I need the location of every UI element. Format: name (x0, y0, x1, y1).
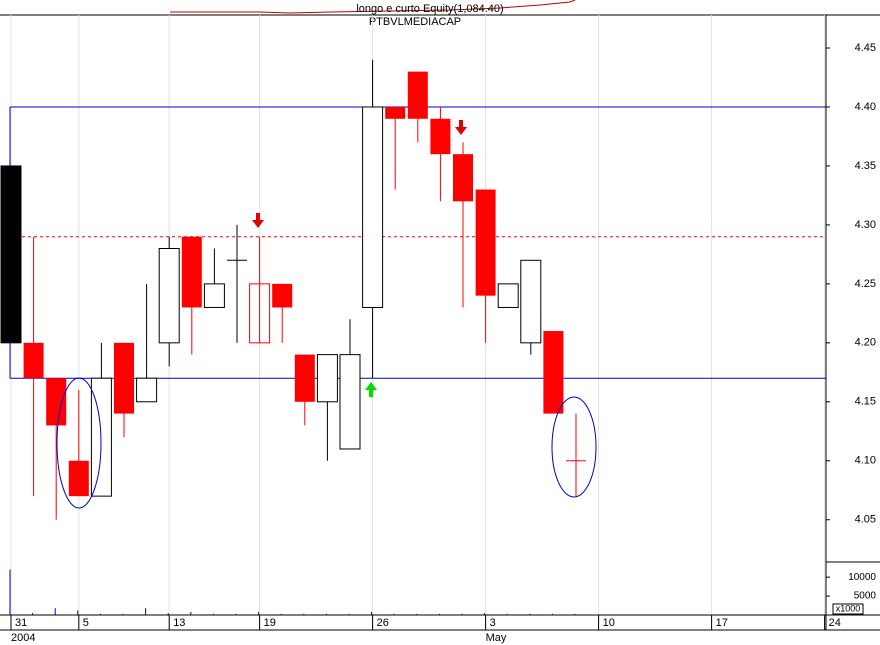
candle-body (543, 331, 564, 414)
y-tick-label: 4.20 (855, 337, 876, 349)
y-tick-label: 4.40 (855, 101, 876, 113)
candle-body (407, 71, 428, 119)
candle-body (114, 342, 134, 414)
candle-body (203, 283, 225, 308)
candle-body (181, 236, 202, 308)
y-tick-label: 4.10 (855, 455, 876, 467)
candle-body (249, 283, 271, 344)
candle-body (362, 106, 384, 308)
y-tick-label: 4.35 (855, 160, 876, 172)
x-tick-label: 10 (603, 617, 615, 629)
y-tick-label: 4.25 (855, 278, 876, 290)
candle-body (339, 354, 361, 450)
y-tick-label: 4.05 (855, 514, 876, 526)
candle-body (136, 377, 158, 403)
x-tick-label: 13 (173, 617, 185, 629)
candle-body (46, 378, 67, 426)
marks (0, 59, 826, 615)
y-tick-label: 4.30 (855, 219, 876, 231)
candle-body (520, 259, 542, 344)
candle-body (385, 106, 406, 119)
candle-body (475, 189, 496, 296)
volume-tick-label: 10000 (848, 572, 876, 583)
chart-title: PTBVLMEDIACAP (369, 16, 461, 28)
x-tick-label: 24 (829, 617, 841, 629)
y-tick-label: 4.45 (855, 42, 876, 54)
volume-unit-label: x1000 (836, 603, 861, 613)
sell-arrow (252, 213, 264, 228)
candle-body (453, 154, 473, 202)
x-tick-label: 17 (716, 617, 728, 629)
candle-body (23, 342, 44, 379)
candle-body (497, 283, 519, 308)
volume-tick-label: 5000 (854, 591, 877, 602)
grid: 4.05 4.10 4.15 4.20 4.25 4.30 4.35 4.40 4.45 5000… (10, 15, 877, 644)
x-tick-label: 26 (377, 617, 389, 629)
x-tick-label: 5 (83, 617, 89, 629)
indicator-line (170, 0, 576, 14)
x-tick-label: 19 (264, 617, 276, 629)
candle-body (158, 247, 180, 344)
y-tick-label: 4.15 (855, 396, 876, 408)
candle-body (294, 354, 315, 402)
annotation-ellipse (551, 396, 597, 498)
candle-body (68, 460, 89, 497)
volume-unit-box (832, 603, 864, 615)
buy-arrow (365, 382, 377, 397)
x-tick-label: 31 (15, 617, 27, 629)
x-group-label: 2004 (11, 632, 35, 644)
sell-arrow (455, 120, 467, 135)
indicator-label: longo e curto Equity(1,084.40) (356, 3, 503, 15)
candle-body (0, 165, 22, 344)
candle-body (316, 354, 338, 403)
candle-body (272, 283, 293, 308)
annotation-ellipse (56, 377, 102, 509)
x-group-label: May (486, 632, 507, 644)
candle-body (430, 118, 451, 155)
x-tick-label: 3 (490, 617, 496, 629)
